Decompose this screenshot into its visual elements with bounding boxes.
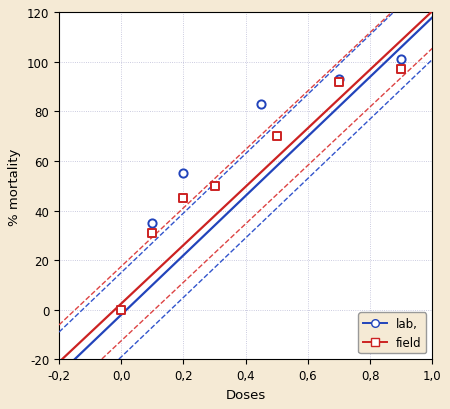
Point — [149, 220, 156, 227]
Point — [117, 307, 125, 313]
Point — [398, 67, 405, 74]
Point — [149, 230, 156, 237]
Point — [398, 57, 405, 63]
Legend: lab,, field: lab,, field — [358, 312, 427, 354]
Point — [258, 101, 265, 108]
Point — [335, 79, 342, 86]
Point — [211, 183, 218, 190]
Y-axis label: % mortality: % mortality — [9, 148, 21, 225]
Point — [335, 77, 342, 83]
Point — [180, 196, 187, 202]
Point — [180, 171, 187, 178]
Point — [273, 134, 280, 140]
X-axis label: Doses: Doses — [225, 388, 266, 401]
